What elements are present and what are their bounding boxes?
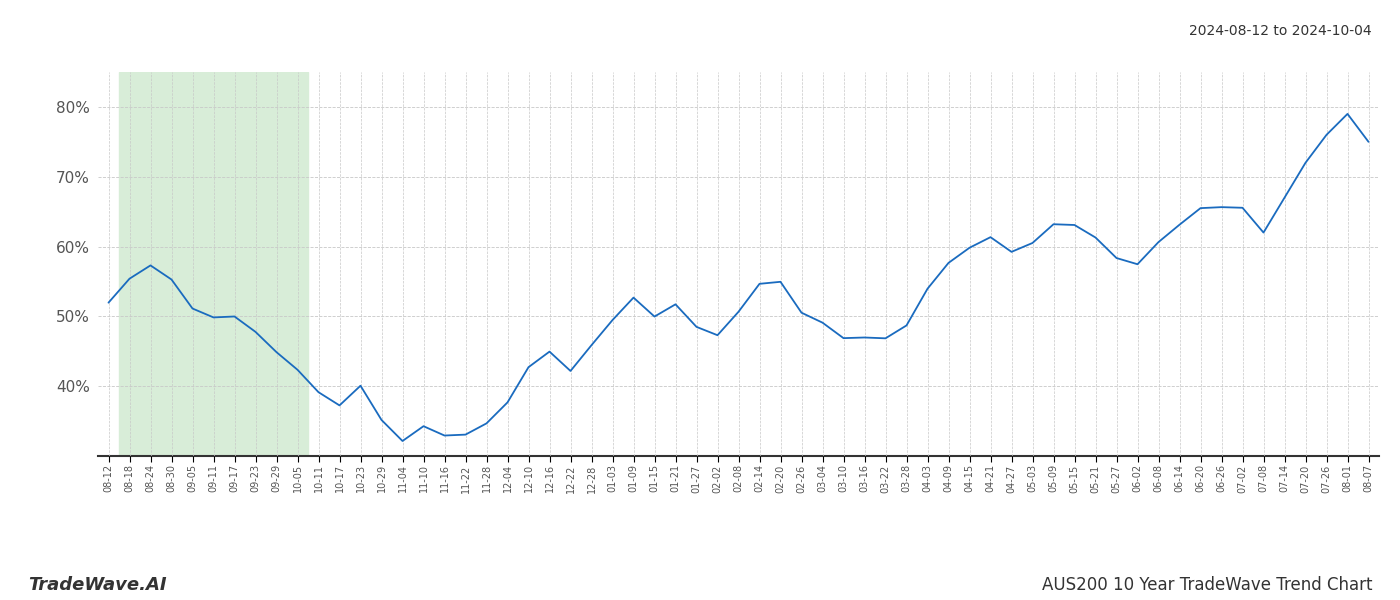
Text: 2024-08-12 to 2024-10-04: 2024-08-12 to 2024-10-04 bbox=[1190, 24, 1372, 38]
Text: AUS200 10 Year TradeWave Trend Chart: AUS200 10 Year TradeWave Trend Chart bbox=[1042, 576, 1372, 594]
Text: TradeWave.AI: TradeWave.AI bbox=[28, 576, 167, 594]
Bar bbox=[119, 72, 308, 456]
